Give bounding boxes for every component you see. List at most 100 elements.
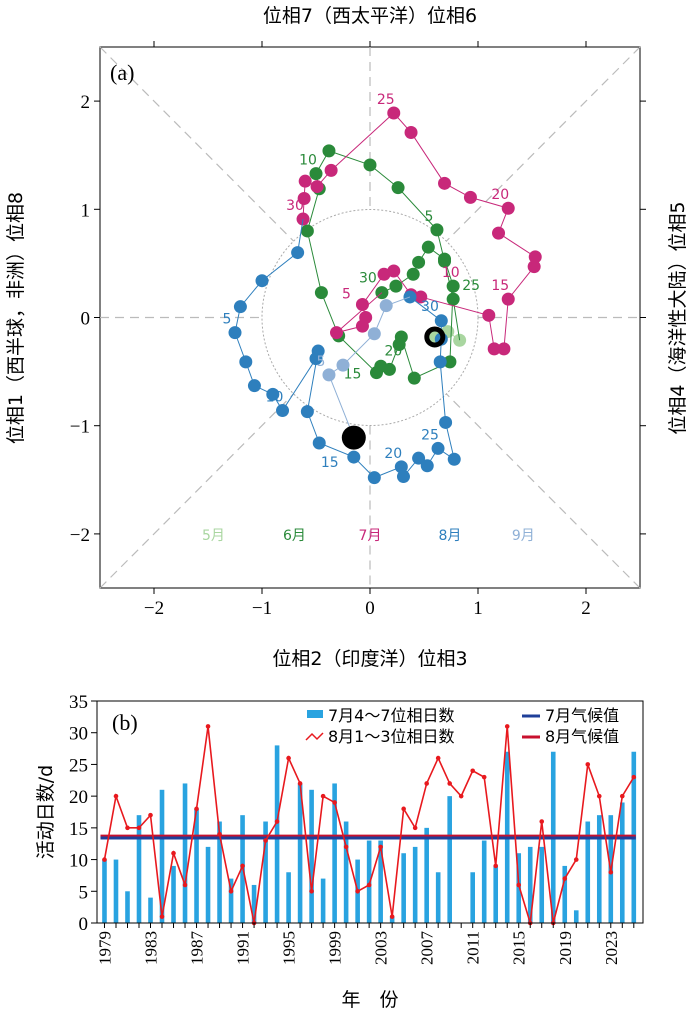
guide-line	[445, 46, 641, 242]
bar	[562, 865, 568, 923]
trajectory-point	[396, 470, 410, 484]
august-days-point	[458, 793, 464, 799]
trajectory-point	[379, 299, 393, 313]
x-tick-label: 2019	[556, 931, 575, 965]
trajectory-point	[463, 190, 477, 204]
bar	[159, 789, 165, 923]
trajectory-point	[407, 371, 421, 385]
y-axis-label-right: 位相4（海洋性大陆）位相5	[667, 201, 689, 434]
trajectory-point	[266, 387, 280, 401]
panel-b-marks	[100, 724, 637, 926]
x-tick-label: 1987	[188, 931, 207, 966]
y-tick-label: 5	[79, 882, 89, 903]
august-days-point	[263, 838, 268, 843]
august-days-point	[297, 781, 303, 786]
trajectory-point	[355, 298, 369, 312]
y-tick-label: −1	[70, 417, 90, 438]
panel-a-phase-diagram: −2 −2 −1 −1 0 0 1 1 2 2 5 10 15 20 25 30 5 10 15 20 25 30 5 10…	[5, 5, 689, 670]
august-days-point	[481, 774, 487, 780]
august-days-point	[608, 869, 614, 875]
y-tick-label: 35	[69, 692, 88, 713]
trajectory-point	[487, 342, 501, 356]
august-days-point	[182, 882, 188, 888]
legend-label: 8月1～3位相日数	[328, 727, 455, 746]
x-tick-label: 2023	[602, 931, 621, 965]
august-days-point	[539, 819, 545, 824]
trajectory-point	[492, 226, 506, 240]
y-axis-label: 活动日数/d	[35, 765, 57, 859]
trajectory-point	[300, 224, 314, 238]
bar	[585, 821, 591, 923]
bar	[228, 878, 234, 923]
legend-line-swatch	[305, 732, 324, 741]
trajectory-point	[394, 330, 408, 344]
x-tick-label: 1	[473, 598, 483, 619]
panel-a-axes: −2 −2 −1 −1 0 0 1 1 2 2	[70, 41, 646, 619]
x-axis-label: 年 份	[341, 989, 398, 1011]
trajectory-point	[276, 404, 290, 418]
bar	[401, 853, 406, 923]
bar	[274, 745, 280, 923]
august-days-point	[585, 762, 591, 767]
day-label: 30	[286, 198, 304, 214]
x-tick-label: 2007	[418, 931, 437, 966]
trajectory-point	[311, 344, 325, 358]
trajectory-point	[247, 379, 261, 393]
august-days-point	[619, 793, 625, 799]
august-days-point	[171, 850, 176, 856]
x-tick-label: 2015	[510, 931, 529, 965]
day-label: 20	[384, 446, 402, 462]
august-days-point	[205, 724, 211, 729]
trajectory-point	[420, 459, 434, 473]
august-days-point	[631, 774, 637, 780]
trajectory-point	[298, 174, 312, 188]
month-legend-label: 8月	[438, 528, 461, 544]
august-days-point	[343, 844, 349, 850]
august-days-point	[309, 888, 314, 894]
day-label: 10	[442, 265, 460, 281]
august-days-point	[159, 914, 165, 919]
y-tick-label: 25	[69, 755, 88, 776]
day-label: 15	[344, 367, 362, 383]
y-tick-label: 30	[69, 724, 88, 745]
trajectory-point	[434, 314, 448, 328]
trajectory-point	[387, 106, 401, 120]
august-days-point	[435, 755, 441, 761]
bar	[366, 840, 372, 923]
august-days-point	[332, 800, 337, 805]
trajectory-point	[391, 181, 405, 195]
trajectory-point	[336, 358, 350, 372]
bar	[516, 853, 522, 923]
bar	[447, 796, 452, 923]
trajectory-point	[367, 471, 381, 485]
month-legend-label: 5月	[202, 528, 225, 544]
trajectory-point	[412, 451, 426, 465]
trajectory-point	[347, 450, 361, 464]
bar	[343, 821, 349, 923]
august-days-point	[136, 825, 142, 831]
august-days-point	[573, 857, 579, 862]
trajectory-point	[438, 252, 452, 266]
bar	[263, 821, 268, 923]
x-tick-label: 1995	[280, 931, 299, 965]
trajectory-point	[433, 355, 447, 369]
x-tick-label: 2	[581, 598, 591, 619]
trajectory-point	[439, 415, 453, 429]
trajectory-point	[412, 255, 426, 269]
trajectory-point	[414, 290, 428, 304]
y-tick-label: 1	[81, 200, 91, 221]
day-label: 5	[342, 287, 351, 303]
bar	[217, 821, 222, 923]
x-tick-label: 1999	[326, 931, 345, 965]
august-days-point	[516, 882, 522, 888]
bar	[527, 846, 533, 923]
august-days-point	[217, 831, 222, 837]
legend-label: 7月气候值	[545, 706, 619, 725]
august-days-point	[424, 781, 429, 786]
august-days-point	[286, 755, 291, 761]
guide-line	[445, 393, 641, 589]
bar	[182, 783, 188, 923]
bar	[125, 891, 130, 923]
bar	[332, 783, 337, 923]
